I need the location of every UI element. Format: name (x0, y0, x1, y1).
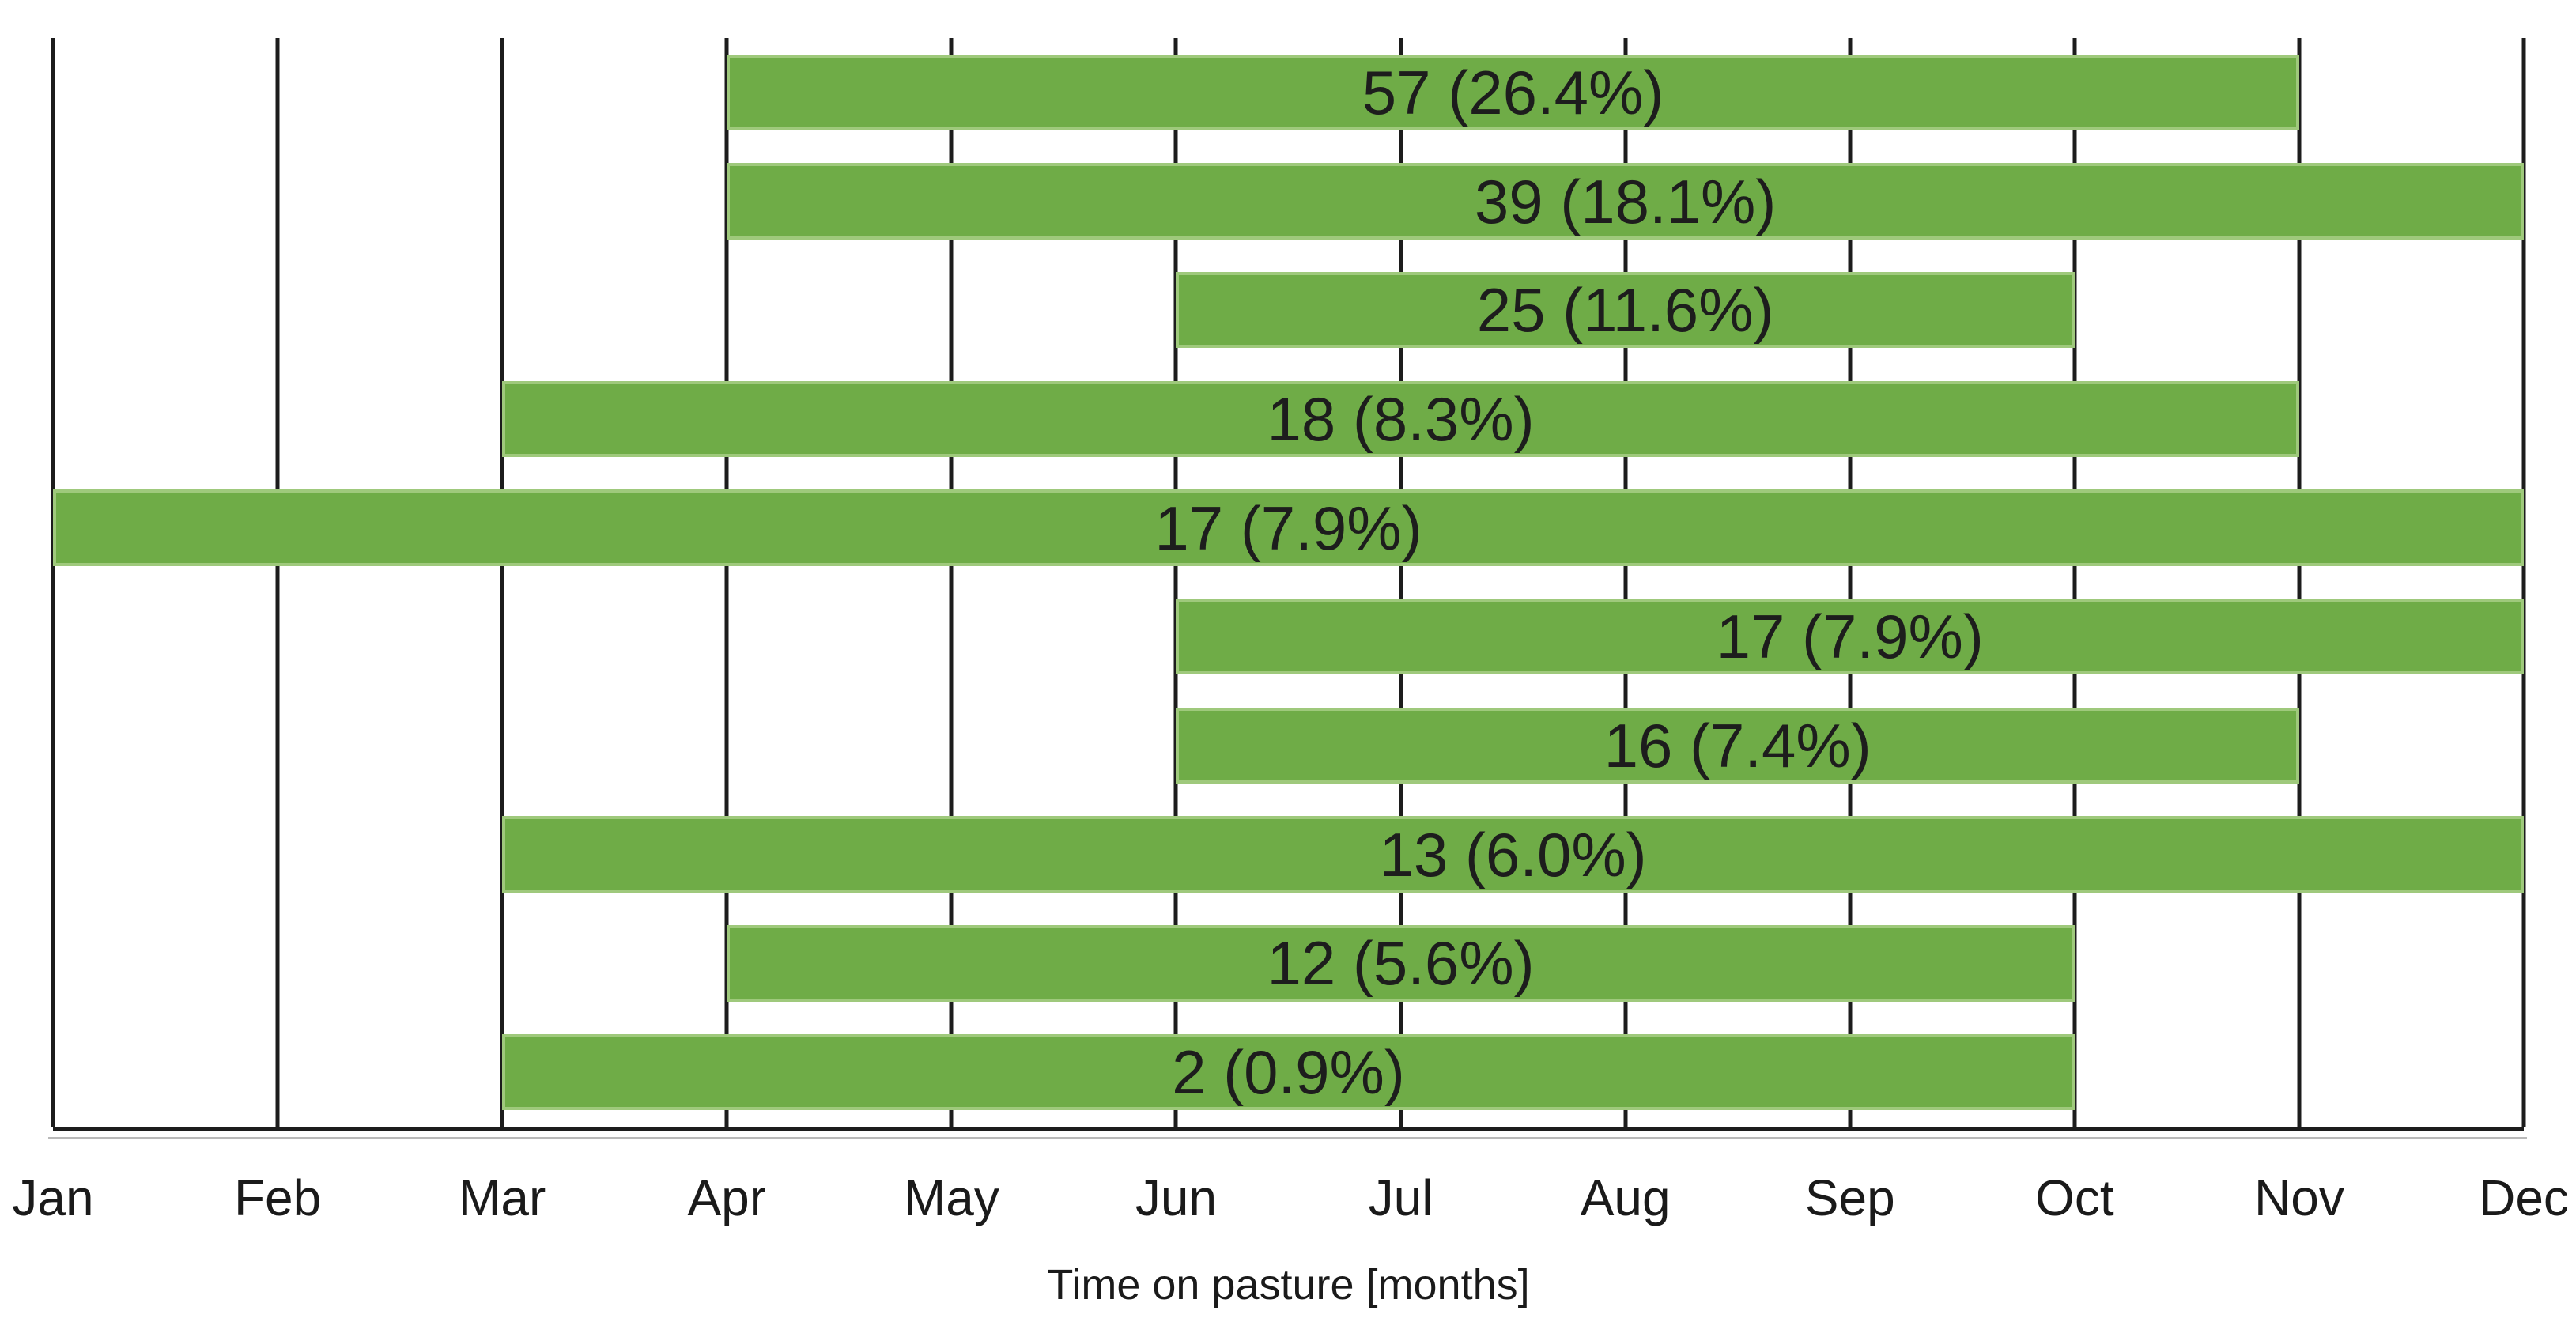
month-tick-label: Aug (1580, 1169, 1671, 1226)
month-gridline (2072, 38, 2077, 1127)
bar-row: 2 (0.9%) (53, 1018, 2524, 1127)
x-axis-line-shadow-host (48, 38, 2527, 1139)
month-gridline (2521, 38, 2526, 1127)
month-gridline (275, 38, 280, 1127)
bar-value-label: 57 (26.4%) (1362, 57, 1664, 127)
bar-row: 17 (7.9%) (53, 474, 2524, 583)
bar-value-label: 12 (5.6%) (1267, 928, 1535, 999)
x-axis-title: Time on pasture [months] (1047, 1261, 1530, 1309)
pasture-period-bar: 25 (11.6%) (1176, 272, 2075, 349)
bar-value-label: 17 (7.9%) (1716, 602, 1984, 672)
bar-value-label: 25 (11.6%) (1476, 275, 1774, 346)
pasture-period-bar: 18 (8.3%) (502, 380, 2299, 458)
pasture-period-bar: 13 (6.0%) (502, 816, 2524, 893)
month-tick-label: Apr (687, 1169, 767, 1226)
month-gridline (500, 38, 504, 1127)
bar-value-label: 16 (7.4%) (1603, 710, 1872, 780)
pasture-period-bar: 39 (18.1%) (727, 163, 2524, 240)
pasture-period-bar: 12 (5.6%) (727, 925, 2075, 1002)
month-gridline (949, 38, 954, 1127)
month-gridline (2297, 38, 2302, 1127)
month-tick-label: Jun (1135, 1169, 1218, 1226)
month-gridline (51, 38, 55, 1127)
bar-value-label: 17 (7.9%) (1154, 493, 1422, 563)
month-tick-label: Mar (459, 1169, 546, 1226)
bar-rows: 57 (26.4%) 39 (18.1%) 25 (11.6%) (53, 38, 2524, 1127)
pasture-period-bar: 17 (7.9%) (53, 489, 2524, 566)
x-axis-line-shadow (48, 1137, 2527, 1139)
month-gridline (1848, 38, 1853, 1127)
month-gridline (724, 38, 729, 1127)
bar-row: 39 (18.1%) (53, 147, 2524, 256)
month-tick-label: Jul (1368, 1169, 1433, 1226)
bar-value-label: 2 (0.9%) (1172, 1037, 1405, 1108)
pasture-period-bar: 17 (7.9%) (1176, 599, 2524, 675)
month-tick-label: Feb (233, 1169, 322, 1226)
month-gridline (1399, 38, 1403, 1127)
bar-row: 17 (7.9%) (53, 582, 2524, 691)
pasture-period-bar: 16 (7.4%) (1176, 707, 2299, 784)
bar-row: 18 (8.3%) (53, 364, 2524, 474)
month-tick-label: Oct (2035, 1169, 2114, 1226)
bar-value-label: 18 (8.3%) (1267, 383, 1535, 454)
pasture-period-bar: 57 (26.4%) (727, 54, 2299, 131)
plot-area: 57 (26.4%) 39 (18.1%) 25 (11.6%) (51, 38, 2526, 1131)
bar-row: 57 (26.4%) (53, 38, 2524, 147)
month-gridline (1173, 38, 1178, 1127)
month-tick-label: Jan (12, 1169, 94, 1226)
bar-row: 13 (6.0%) (53, 800, 2524, 909)
month-gridline (1623, 38, 1628, 1127)
pasture-period-bar: 2 (0.9%) (502, 1033, 2075, 1111)
bar-value-label: 13 (6.0%) (1379, 819, 1647, 890)
month-tick-label: Dec (2479, 1169, 2569, 1226)
month-tick-label: Nov (2254, 1169, 2344, 1226)
month-tick-label: May (903, 1169, 999, 1226)
bar-row: 16 (7.4%) (53, 691, 2524, 800)
month-tick-label: Sep (1804, 1169, 1895, 1226)
bar-value-label: 39 (18.1%) (1474, 166, 1777, 236)
bar-row: 12 (5.6%) (53, 909, 2524, 1018)
x-axis-tick-labels: Jan Feb Mar Apr May Jun Jul Aug Sep Oct … (12, 1169, 2569, 1233)
bar-row: 25 (11.6%) (53, 255, 2524, 364)
